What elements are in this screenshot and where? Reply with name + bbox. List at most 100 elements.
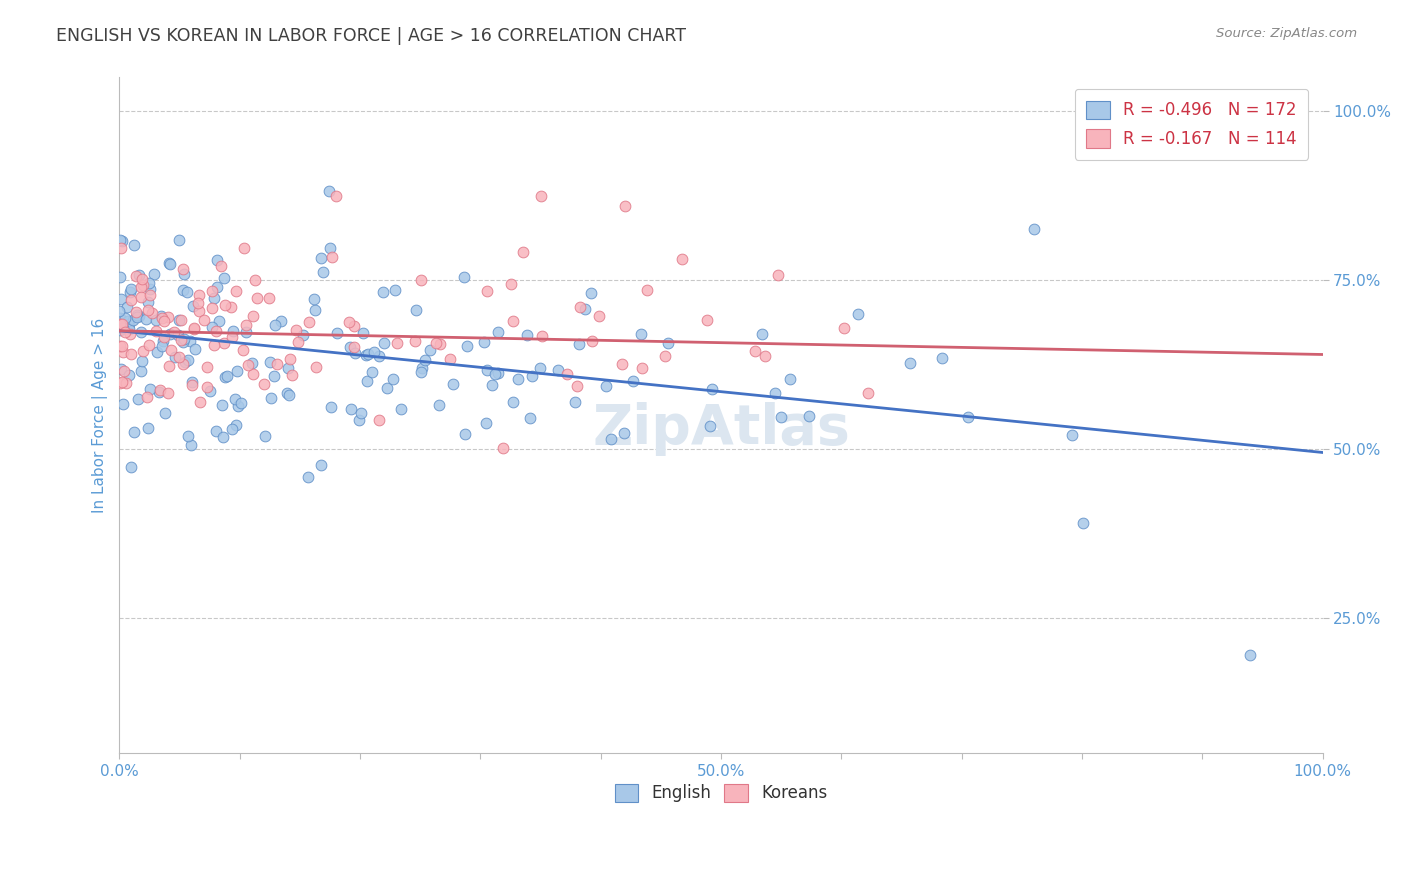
Point [138,277,160,291]
Point [567,379,589,393]
Point [456,339,478,353]
Point [208,314,231,328]
Point [599,433,621,447]
Point [152,334,174,349]
Point [120,293,142,308]
Point [235,318,257,332]
Point [492,442,515,456]
Point [856,386,879,401]
Point [205,424,228,438]
Point [172,261,194,276]
Point [529,361,551,376]
Point [111,345,134,359]
Point [260,391,283,405]
Point [205,324,228,338]
Point [221,330,243,344]
Point [131,280,153,294]
Point [173,332,195,346]
Point [696,313,718,327]
Point [148,384,170,399]
Point [183,321,205,335]
Point [278,352,301,367]
Point [122,425,145,439]
Point [1239,648,1261,663]
Point [132,344,155,359]
Point [124,305,146,319]
Point [343,340,366,354]
Point [115,301,138,315]
Point [153,406,176,420]
Point [214,298,236,312]
Point [654,349,676,363]
Point [502,314,524,328]
Point [118,285,141,300]
Point [222,324,245,338]
Point [768,268,790,282]
Point [111,397,134,411]
Point [169,350,191,364]
Point [266,357,288,371]
Point [413,353,436,368]
Point [344,346,367,360]
Point [281,368,304,383]
Point [304,302,326,317]
Point [118,317,141,331]
Text: ZipAtlas: ZipAtlas [592,401,851,456]
Point [159,256,181,270]
Point [302,292,325,306]
Point [481,378,503,392]
Point [211,430,233,444]
Point [568,300,591,314]
Point [176,285,198,299]
Point [356,374,378,388]
Point [125,269,148,284]
Point [205,253,228,268]
Point [898,356,921,370]
Point [122,237,145,252]
Point [519,410,541,425]
Point [188,304,211,318]
Point [160,343,183,358]
Point [167,328,190,343]
Point [502,395,524,409]
Point [201,301,224,316]
Point [243,273,266,287]
Point [1060,427,1083,442]
Point [181,378,204,392]
Point [111,234,134,248]
Point [298,315,321,329]
Point [110,323,132,337]
Point [219,300,242,314]
Point [579,286,602,301]
Point [564,395,586,409]
Point [108,376,131,391]
Point [610,357,633,371]
Point [157,359,180,373]
Point [111,375,134,389]
Point [475,284,498,298]
Point [108,304,131,318]
Point [319,241,342,255]
Point [520,368,543,383]
Point [111,318,134,332]
Point [120,327,142,342]
Point [125,310,148,324]
Point [145,313,167,327]
Point [287,334,309,349]
Point [232,343,254,357]
Point [363,345,385,359]
Point [547,363,569,377]
Point [129,290,152,304]
Point [404,334,426,348]
Point [486,325,509,339]
Text: ENGLISH VS KOREAN IN LABOR FORCE | AGE > 16 CORRELATION CHART: ENGLISH VS KOREAN IN LABOR FORCE | AGE >… [56,27,686,45]
Point [931,351,953,366]
Point [321,250,343,264]
Point [441,376,464,391]
Point [360,365,382,379]
Point [846,307,869,321]
Point [347,413,370,427]
Point [132,277,155,292]
Point [209,260,232,274]
Point [671,252,693,266]
